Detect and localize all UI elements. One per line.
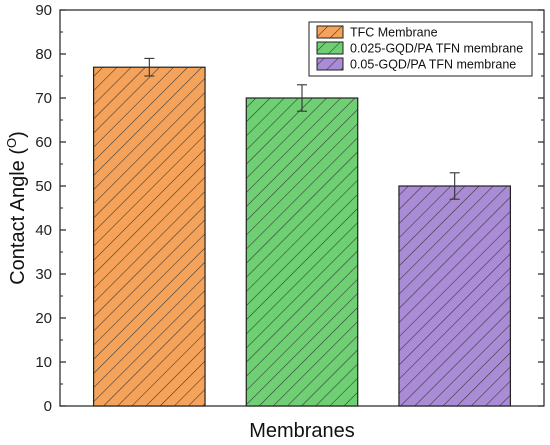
bar-hatch: [246, 98, 358, 406]
y-tick-label: 90: [35, 2, 52, 19]
legend-swatch-outline: [316, 41, 344, 55]
y-tick-label: 20: [35, 310, 52, 327]
y-tick-label: 60: [35, 134, 52, 151]
x-axis-label: Membranes: [249, 420, 355, 442]
y-tick-label: 50: [35, 178, 52, 195]
y-axis-ticks: 0 10 20 30 40 50 60 70 80 90: [35, 2, 544, 415]
legend-box: [308, 21, 533, 77]
legend-swatch-hatch: [317, 26, 343, 38]
legend: TFC Membrane 0.025-GQD/PA TFN membrane 0.0…: [308, 21, 533, 77]
legend-label: 0.025-GQD/PA TFN membrane: [350, 42, 523, 56]
legend-label: 0.05-GQD/PA TFN membrane: [350, 58, 516, 72]
y-tick-label: 40: [35, 222, 52, 239]
bars-group: [92, 66, 512, 407]
bar-hatch: [93, 67, 206, 406]
y-tick-label: 30: [35, 266, 52, 283]
bar-hatch: [398, 186, 511, 406]
legend-swatch-hatch: [317, 58, 343, 70]
error-bar-1: [144, 57, 155, 77]
legend-item-2: 0.025-GQD/PA TFN membrane: [316, 41, 523, 56]
y-tick-label: 80: [35, 46, 52, 63]
legend-label: TFC Membrane: [350, 26, 438, 40]
bar-3: [398, 185, 512, 407]
y-tick-label: 10: [35, 354, 52, 371]
legend-swatch-outline: [316, 25, 344, 39]
y-tick-label: 70: [35, 90, 52, 107]
error-bar-3: [449, 172, 460, 200]
error-bar-2: [297, 84, 307, 112]
bar-2: [245, 97, 359, 407]
legend-swatch-outline: [316, 57, 344, 71]
bar-1: [92, 66, 206, 407]
legend-item-1: TFC Membrane: [316, 25, 438, 40]
legend-swatch-hatch: [317, 42, 343, 54]
legend-item-3: 0.05-GQD/PA TFN membrane: [316, 57, 516, 72]
y-axis-label: Contact Angle (O): [4, 131, 29, 285]
error-bars-group: [144, 57, 460, 200]
y-tick-label: 0: [44, 398, 52, 415]
